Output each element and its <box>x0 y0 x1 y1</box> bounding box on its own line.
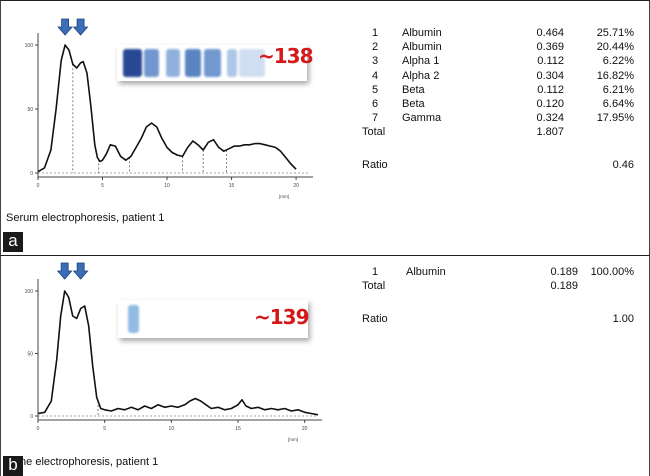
fraction-name: Beta <box>402 98 425 110</box>
panel-a-x-tick-label: 15 <box>229 183 235 189</box>
fraction-name: Albumin <box>406 266 446 278</box>
panel-a-x-unit-label: [mm] <box>279 194 289 199</box>
panel-b-x-tick-label: 15 <box>235 426 241 432</box>
total-value: 1.807 <box>536 126 564 139</box>
fraction-name: Alpha 1 <box>402 55 440 68</box>
urine-handwritten-note: ~139 <box>254 305 310 329</box>
fraction-value: 0.189 <box>550 266 578 278</box>
fraction-percent: 6.21% <box>602 83 634 96</box>
gel-band <box>122 49 142 77</box>
fraction-value: 0.464 <box>536 27 564 39</box>
fraction-name: Albumin <box>402 41 442 54</box>
serum-electropherogram-chart: 0 50 100 0 5 10 15 20 [mm] <box>25 18 313 199</box>
panel-a-label: a <box>3 232 23 252</box>
gel-band <box>238 49 266 77</box>
panel-b-y-tick-label: 0 <box>30 414 33 420</box>
fraction-value: 0.369 <box>536 41 564 54</box>
fraction-percent: 16.82% <box>596 69 634 82</box>
panel-a-peak-arrow-icon <box>72 18 89 36</box>
fraction-value: 0.112 <box>537 55 564 68</box>
panel-a-y-tick-label: 0 <box>30 171 33 177</box>
panel-a-x-tick-label: 0 <box>37 183 40 189</box>
serum-gel-strip <box>117 45 307 81</box>
fraction-index: 2 <box>372 41 379 54</box>
ratio-value: 1.00 <box>612 313 634 326</box>
fraction-index: 7 <box>372 112 379 125</box>
fraction-percent: 6.64% <box>602 98 634 110</box>
panel-b-urine: 0 50 100 0 5 10 15 20 [mm] ~139 Urine electropho… <box>0 256 650 476</box>
fraction-value: 0.120 <box>536 98 564 110</box>
total-row: Total 0.189 <box>362 280 642 294</box>
panel-b-peak-arrow-icon <box>72 262 89 280</box>
panel-a-y-tick-label: 50 <box>27 107 33 113</box>
panel-a-x-tick-label: 5 <box>101 183 104 189</box>
total-row: Total 1.807 <box>362 126 642 140</box>
table-row: 1 Albumin 0.464 25.71% <box>362 27 642 41</box>
panel-b-label: b <box>3 456 23 476</box>
fraction-name: Beta <box>402 83 425 96</box>
total-label: Total <box>362 280 386 293</box>
panel-b-y-tick-label: 100 <box>25 289 34 295</box>
panel-a-y-tick-label: 100 <box>25 43 34 49</box>
fraction-percent: 17.95% <box>596 112 634 125</box>
fraction-name: Gamma <box>402 112 442 125</box>
table-row: 6 Beta 0.120 6.64% <box>362 98 642 112</box>
table-row: 2 Albumin 0.369 20.44% <box>362 41 642 55</box>
fraction-index: 5 <box>372 83 379 96</box>
table-row: 1 Albumin 0.189 100.00% <box>362 266 642 280</box>
fraction-index: 1 <box>372 266 379 278</box>
fraction-name: Alpha 2 <box>402 69 440 82</box>
panel-b-x-tick-label: 5 <box>103 426 106 432</box>
table-row: 3 Alpha 1 0.112 6.22% <box>362 55 642 69</box>
panel-a-serum: 0 50 100 0 5 10 15 20 [mm] ~138 Serum electropho… <box>0 0 650 256</box>
fraction-index: 4 <box>372 69 379 82</box>
gel-band <box>166 49 180 77</box>
fraction-percent: 6.22% <box>602 55 634 68</box>
serum-fraction-table: 1 Albumin 0.464 25.71% 2 Albumin 0.369 20.44% 3 A… <box>362 27 642 207</box>
gel-band <box>227 49 237 77</box>
ratio-value: 0.46 <box>612 159 634 172</box>
serum-caption: Serum electrophoresis, patient 1 <box>6 212 165 224</box>
panel-b-trace-line <box>37 290 319 416</box>
fraction-value: 0.324 <box>536 112 564 125</box>
gel-band <box>127 304 139 334</box>
panel-b-x-tick-label: 10 <box>169 426 175 432</box>
ratio-label: Ratio <box>362 313 388 326</box>
frame-left-border <box>0 0 1 476</box>
urine-gel-strip <box>118 300 308 338</box>
ratio-row: Ratio 1.00 <box>362 313 642 327</box>
fraction-percent: 100.00% <box>590 266 634 278</box>
fraction-percent: 20.44% <box>596 41 634 54</box>
fraction-index: 6 <box>372 98 379 110</box>
gel-band <box>185 49 201 77</box>
table-row: 7 Gamma 0.324 17.95% <box>362 112 642 126</box>
panel-a-x-tick-label: 10 <box>164 183 170 189</box>
panel-b-x-tick-label: 20 <box>302 426 308 432</box>
fraction-name: Albumin <box>402 27 442 39</box>
urine-caption: Urine electrophoresis, patient 1 <box>6 456 159 468</box>
gel-band <box>204 49 222 77</box>
panel-b-y-tick-label: 50 <box>27 352 33 358</box>
table-row: 4 Alpha 2 0.304 16.82% <box>362 70 642 84</box>
gel-band <box>143 49 159 77</box>
urine-fraction-table: 1 Albumin 0.189 100.00% Total 0.189 Ratio 1.00 <box>362 266 642 346</box>
fraction-index: 3 <box>372 55 379 68</box>
panel-a-trace-line <box>37 44 297 173</box>
fraction-value: 0.112 <box>537 83 564 96</box>
table-row: 5 Beta 0.112 6.21% <box>362 84 642 98</box>
panel-a-x-tick-label: 20 <box>293 183 299 189</box>
fraction-percent: 25.71% <box>596 27 634 39</box>
panel-b-x-unit-label: [mm] <box>288 437 298 442</box>
panel-b-x-tick-label: 0 <box>37 426 40 432</box>
fraction-index: 1 <box>372 27 379 39</box>
ratio-label: Ratio <box>362 159 388 172</box>
ratio-row: Ratio 0.46 <box>362 159 642 173</box>
fraction-value: 0.304 <box>536 69 564 82</box>
total-label: Total <box>362 126 386 139</box>
total-value: 0.189 <box>550 280 578 293</box>
serum-handwritten-note: ~138 <box>258 44 314 68</box>
urine-electropherogram-chart: 0 50 100 0 5 10 15 20 [mm] <box>25 262 322 442</box>
panel-b-peak-arrow-icon <box>56 262 73 280</box>
panel-a-peak-arrow-icon <box>57 18 73 36</box>
